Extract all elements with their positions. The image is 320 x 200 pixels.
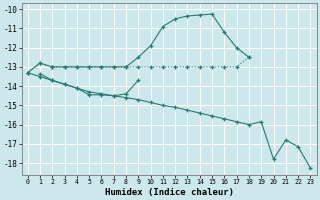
X-axis label: Humidex (Indice chaleur): Humidex (Indice chaleur) xyxy=(105,188,234,197)
